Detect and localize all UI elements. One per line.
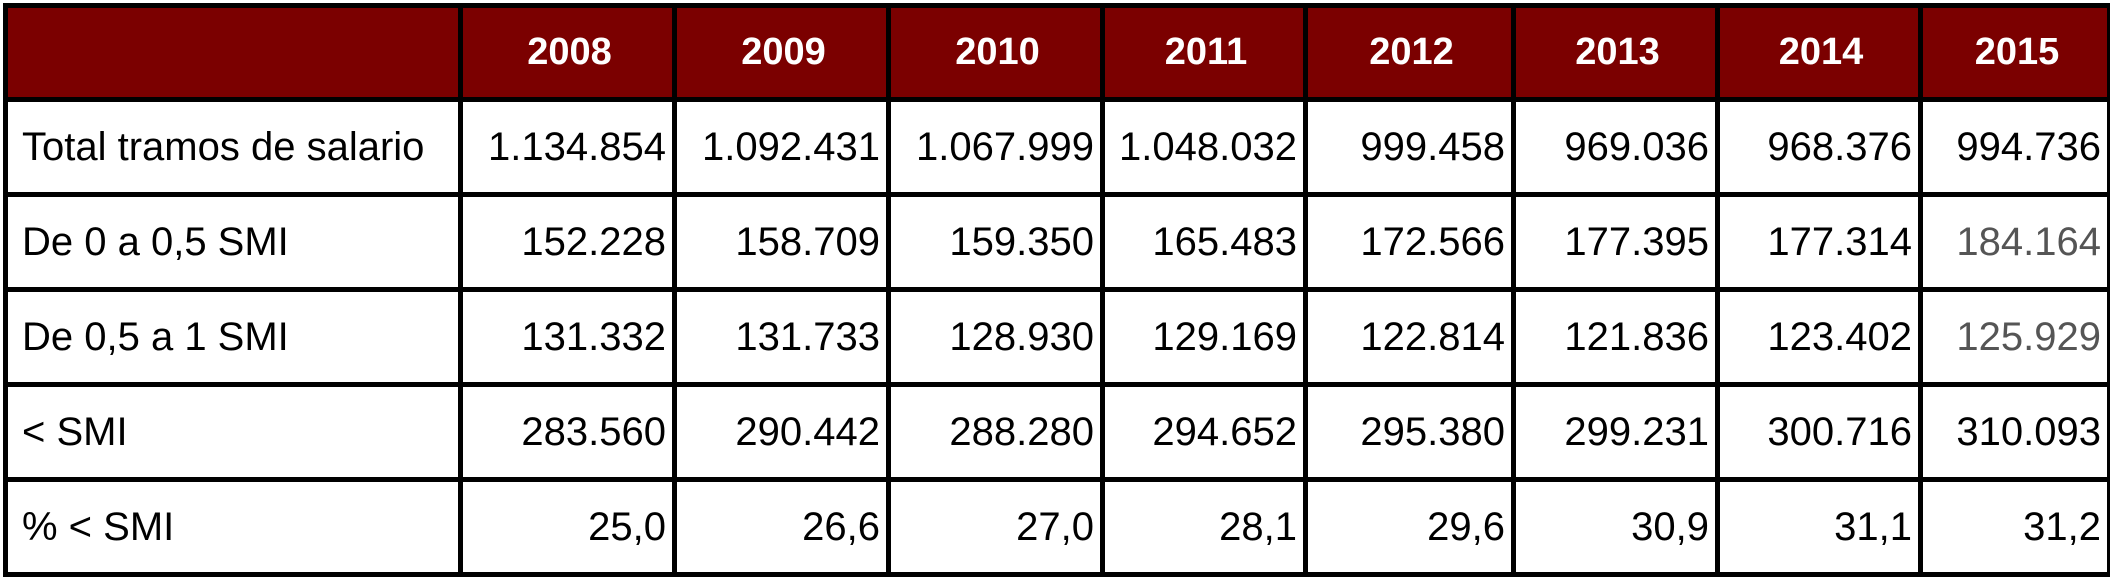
table-cell: 125.929 [1918, 287, 2110, 387]
row-label: Total tramos de salario [3, 97, 463, 197]
header-cell-2012: 2012 [1303, 3, 1516, 102]
table-cell: 25,0 [458, 477, 677, 577]
table-cell: 177.314 [1715, 192, 1923, 292]
table-cell: 290.442 [672, 382, 891, 482]
row-label: % < SMI [3, 477, 463, 577]
table-cell: 177.395 [1511, 192, 1720, 292]
table-cell: 129.169 [1100, 287, 1308, 387]
table-cell: 30,9 [1511, 477, 1720, 577]
table-cell: 26,6 [672, 477, 891, 577]
table-cell: 968.376 [1715, 97, 1923, 197]
table-cell: 1.134.854 [458, 97, 677, 197]
table-cell: 152.228 [458, 192, 677, 292]
table-cell: 1.048.032 [1100, 97, 1308, 197]
table-cell: 31,1 [1715, 477, 1923, 577]
table-cell: 131.332 [458, 287, 677, 387]
table-cell: 122.814 [1303, 287, 1516, 387]
table-row-05-to-1-smi: De 0,5 a 1 SMI 131.332 131.733 128.930 1… [3, 287, 2110, 387]
table-row-below-smi: < SMI 283.560 290.442 288.280 294.652 29… [3, 382, 2110, 482]
table-cell: 158.709 [672, 192, 891, 292]
header-cell-2010: 2010 [886, 3, 1105, 102]
table-cell: 994.736 [1918, 97, 2110, 197]
table-cell: 310.093 [1918, 382, 2110, 482]
table-cell: 29,6 [1303, 477, 1516, 577]
header-cell-2008: 2008 [458, 3, 677, 102]
table-cell: 159.350 [886, 192, 1105, 292]
table-cell: 288.280 [886, 382, 1105, 482]
table-cell: 299.231 [1511, 382, 1720, 482]
table-cell: 184.164 [1918, 192, 2110, 292]
header-cell-2013: 2013 [1511, 3, 1720, 102]
salary-bands-table: 2008 2009 2010 2011 2012 2013 2014 2015 … [3, 3, 2110, 577]
header-cell-2009: 2009 [672, 3, 891, 102]
table-row-percent-below-smi: % < SMI 25,0 26,6 27,0 28,1 29,6 30,9 31… [3, 477, 2110, 577]
header-cell-2015: 2015 [1918, 3, 2110, 102]
table-cell: 300.716 [1715, 382, 1923, 482]
table-cell: 172.566 [1303, 192, 1516, 292]
row-label: < SMI [3, 382, 463, 482]
table-cell: 1.092.431 [672, 97, 891, 197]
table-cell: 969.036 [1511, 97, 1720, 197]
table-cell: 128.930 [886, 287, 1105, 387]
table-cell: 295.380 [1303, 382, 1516, 482]
header-cell-corner [3, 3, 463, 102]
table-cell: 28,1 [1100, 477, 1308, 577]
table-cell: 27,0 [886, 477, 1105, 577]
row-label: De 0 a 0,5 SMI [3, 192, 463, 292]
table-cell: 999.458 [1303, 97, 1516, 197]
table-cell: 294.652 [1100, 382, 1308, 482]
row-label: De 0,5 a 1 SMI [3, 287, 463, 387]
table-cell: 283.560 [458, 382, 677, 482]
table-cell: 31,2 [1918, 477, 2110, 577]
header-cell-2011: 2011 [1100, 3, 1308, 102]
table-row-total: Total tramos de salario 1.134.854 1.092.… [3, 97, 2110, 197]
header-row: 2008 2009 2010 2011 2012 2013 2014 2015 [3, 3, 2110, 102]
table-cell: 123.402 [1715, 287, 1923, 387]
header-cell-2014: 2014 [1715, 3, 1923, 102]
table-row-0-to-05-smi: De 0 a 0,5 SMI 152.228 158.709 159.350 1… [3, 192, 2110, 292]
table-cell: 165.483 [1100, 192, 1308, 292]
table-cell: 1.067.999 [886, 97, 1105, 197]
table-cell: 121.836 [1511, 287, 1720, 387]
table-cell: 131.733 [672, 287, 891, 387]
